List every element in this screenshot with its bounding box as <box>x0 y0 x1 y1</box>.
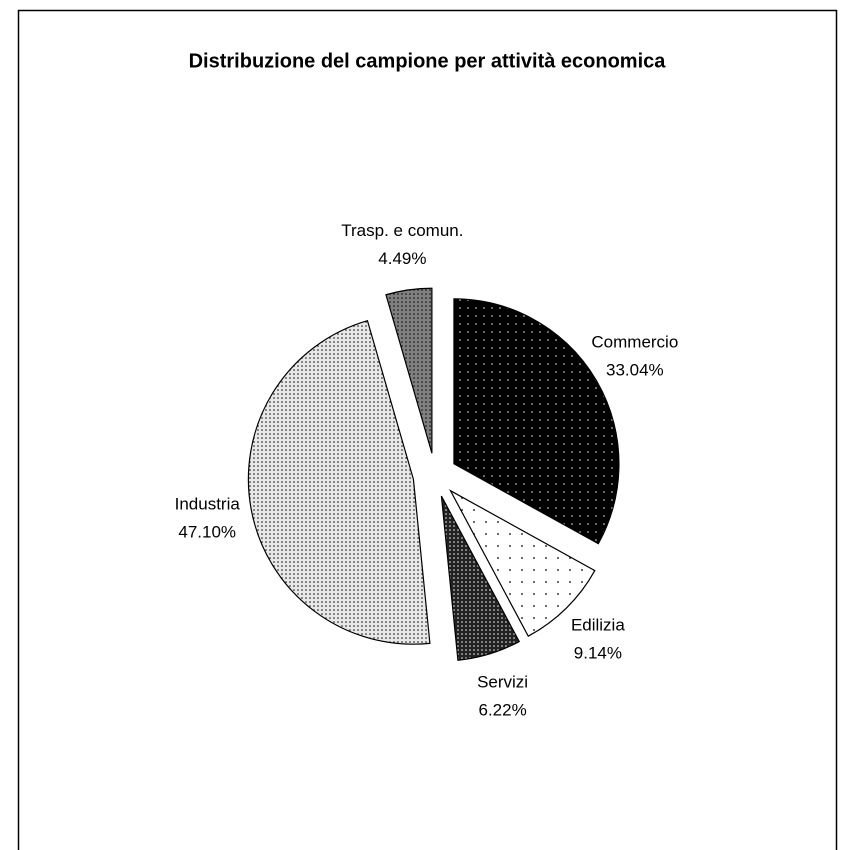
pie-slice <box>448 489 596 637</box>
slice-label: Commercio <box>591 333 678 352</box>
pie-slice <box>440 495 521 661</box>
pie-slice <box>247 319 431 645</box>
slice-value-label: 9.14% <box>574 644 622 663</box>
slice-value-label: 4.49% <box>378 249 426 268</box>
pie-slice <box>385 287 433 454</box>
chart-frame <box>17 9 838 850</box>
slice-label: Industria <box>175 495 241 514</box>
slice-label: Servizi <box>477 672 528 691</box>
slice-value-label: 47.10% <box>178 523 236 542</box>
chart-title: Distribuzione del campione per attività … <box>189 50 667 72</box>
slice-label: Trasp. e comun. <box>341 221 463 240</box>
slice-value-label: 6.22% <box>478 700 526 719</box>
slice-value-label: 33.04% <box>606 361 664 380</box>
pie-slice <box>453 298 620 545</box>
slice-label: Edilizia <box>571 616 625 635</box>
